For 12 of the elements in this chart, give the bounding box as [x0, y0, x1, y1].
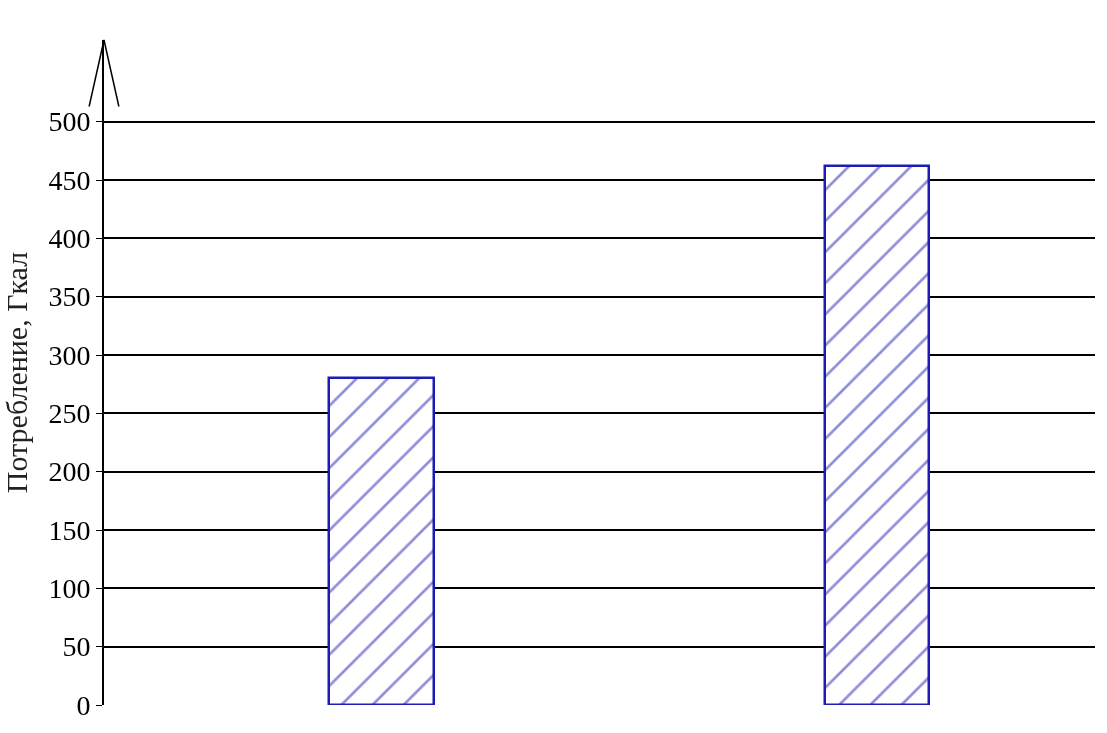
y-axis-title: Потребление, Гкал: [0, 251, 33, 494]
y-tick-label: 50: [62, 631, 91, 663]
y-tick-label: 400: [48, 223, 91, 255]
y-tick-label: 450: [48, 164, 91, 196]
y-tick-label: 100: [48, 573, 91, 605]
y-tick-label: 500: [48, 106, 91, 138]
y-tick-label: 200: [48, 456, 91, 488]
y-tick-label: 0: [76, 689, 91, 721]
y-tick-label: 250: [48, 398, 91, 430]
y-tick-label: 150: [48, 514, 91, 546]
y-tick-label: 350: [48, 281, 91, 313]
y-tick-label: 300: [48, 339, 91, 371]
